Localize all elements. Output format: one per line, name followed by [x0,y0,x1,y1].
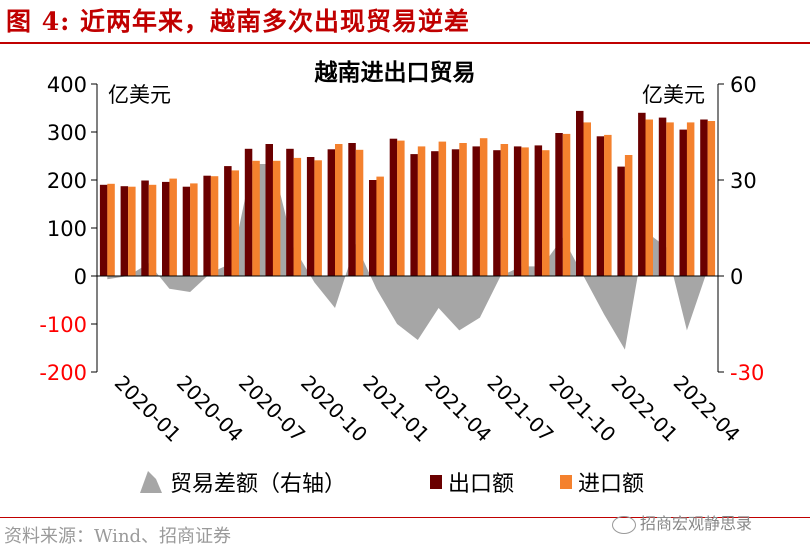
export-bar [286,148,294,276]
export-bar [679,129,687,276]
import-bar [190,183,198,276]
export-bar [203,175,211,276]
x-tick-label: 2020-01 [110,371,186,447]
export-bar [638,112,646,276]
figure-title: 图 4: 近两年来，越南多次出现贸易逆差 [6,7,471,36]
export-bar [472,146,480,276]
export-bar [451,149,460,276]
right-axis-unit: 亿美元 [642,83,705,107]
import-bar [107,183,115,276]
export-bar [99,184,108,276]
export-bar [534,145,543,276]
export-bar [224,166,232,276]
x-tick-label: 2020-07 [234,371,310,447]
left-tick-label: 100 [47,217,87,241]
wechat-icon [612,515,636,534]
import-bar [376,176,384,276]
export-bar [700,119,708,276]
import-bar [293,157,302,276]
export-bar [265,144,273,276]
export-bar [576,110,584,277]
left-tick-label: -100 [39,313,87,337]
export-bar [306,157,315,276]
x-tick-label: 2021-04 [420,371,496,447]
import-bar [417,146,426,276]
export-bar [493,150,501,276]
export-bar [389,138,398,276]
left-tick-label: 200 [47,169,87,193]
right-tick-label: 30 [730,169,757,193]
right-tick-label: -30 [730,361,764,385]
import-bar [314,160,322,276]
export-bar [162,181,170,276]
import-bar [397,140,405,276]
left-tick-label: 400 [47,73,87,97]
import-bar [707,121,716,276]
export-bar [182,186,191,276]
export-bar [141,180,149,276]
right-tick-label: 0 [730,265,743,289]
export-bar [327,149,336,276]
export-bar [410,154,418,276]
export-bar [596,136,605,276]
import-bar [252,160,260,276]
import-bar [500,144,509,276]
import-bar [438,141,447,276]
import-bar [542,150,550,276]
import-bar [272,160,281,276]
right-tick-label: 60 [730,73,757,97]
footer-divider [0,517,810,518]
import-bar [521,147,529,276]
export-bar [513,146,522,276]
import-bar [169,178,177,276]
legend-label: 进口额 [578,472,644,497]
left-tick-label: -200 [39,361,87,385]
watermark: 招商宏观静思录 [612,510,752,534]
import-bar [479,138,488,276]
legend-label: 出口额 [448,472,514,497]
import-bar [686,122,695,277]
import-bar [335,144,343,276]
import-bar [231,170,239,276]
import-bar [128,186,136,276]
export-bar [617,166,625,276]
title-divider [0,42,810,44]
trade-chart: -200-1000100200300400-30030602020-012020… [39,60,764,497]
x-tick-label: 2021-10 [545,371,621,447]
x-tick-label: 2021-01 [358,371,434,447]
x-tick-label: 2022-01 [607,371,683,447]
x-tick-label: 2020-04 [172,371,248,447]
left-tick-label: 300 [47,121,87,145]
left-tick-label: 0 [74,265,87,289]
export-bar [555,133,563,276]
legend-swatch [560,475,572,489]
import-bar [645,119,653,276]
export-bar [658,117,667,276]
source-note: 资料来源：Wind、招商证券 [4,526,232,547]
left-axis-unit: 亿美元 [108,83,171,107]
import-bar [355,149,364,276]
export-bar [431,151,439,276]
export-bar [369,180,377,276]
import-bar [148,184,157,276]
export-bar [348,143,356,276]
chart-title: 越南进出口贸易 [315,60,476,86]
import-bar [210,176,219,276]
import-bar [562,133,571,276]
import-bar [666,122,674,277]
import-bar [583,122,591,277]
import-bar [604,134,612,276]
legend-swatch-balance [140,471,162,493]
x-tick-label: 2020-10 [296,371,372,447]
legend-swatch [430,475,442,489]
x-tick-label: 2021-07 [482,371,558,447]
watermark-label: 招商宏观静思录 [640,514,753,533]
import-bar [459,143,467,276]
import-bar [624,155,633,276]
legend-label: 贸易差额（右轴） [170,472,346,497]
legend: 贸易差额（右轴） 出口额 进口额 [140,471,644,497]
bar-layer [99,110,716,277]
export-bar [244,148,253,276]
export-bar [120,186,129,276]
